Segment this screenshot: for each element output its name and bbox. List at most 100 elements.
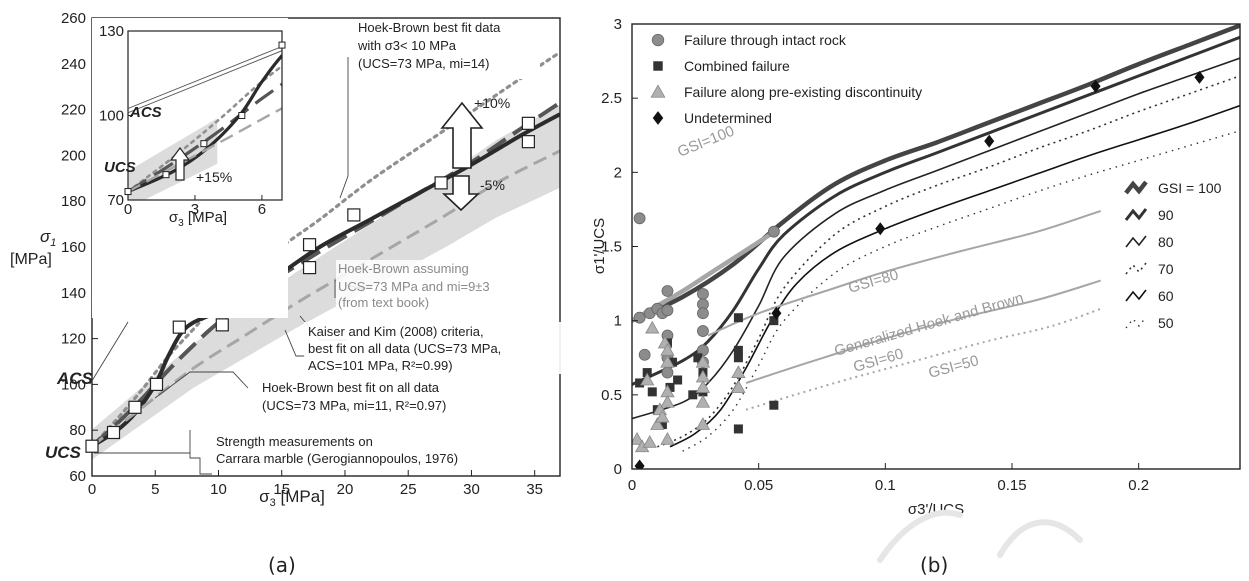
panel-b: 0 0.05 0.1 0.15 0.200.511.522.53 σ1'/UCS σ3'… <box>591 16 1241 518</box>
chart-a-xtick-label: 35 <box>526 481 543 498</box>
chart-b-curve-1 <box>632 35 1240 386</box>
chart-a-xlabel: σ3 [MPa] <box>259 487 325 509</box>
chart-b-ytick-label: 2.5 <box>601 90 622 107</box>
inset-line-3 <box>128 53 282 194</box>
chart-a-inset-ticks: 0 3 6 70 100 130 <box>99 23 266 218</box>
chart-a-xtick-label: 25 <box>400 481 417 498</box>
chart-b-line-legend-label: 70 <box>1158 261 1174 277</box>
chart-b-point-diamond <box>652 111 664 125</box>
chart-b-point-triangle <box>650 417 665 430</box>
chart-b-point-triangle <box>695 417 711 430</box>
chart-b-point-triangle <box>645 320 660 334</box>
chart-b-point-square <box>653 61 663 71</box>
chart-b-curve-4 <box>669 104 1240 448</box>
inset-point <box>200 140 208 148</box>
chart-b-point-triangle <box>695 394 711 408</box>
chart-b-point-square <box>665 382 675 392</box>
chart-a-point <box>215 318 229 332</box>
chart-b-point-circle <box>638 348 651 361</box>
chart-a-line-4 <box>92 149 560 448</box>
chart-a-ytick-label: 220 <box>61 102 86 119</box>
chart-a-ylabel-unit: [MPa] <box>10 251 52 268</box>
chart-b-ticks: 0 0.05 0.1 0.15 0.2 0 0.5 1 1.5 2 2.5 3 <box>601 16 1149 494</box>
chart-a-xtick-label: 30 <box>463 481 480 498</box>
inset-acs-line <box>128 46 282 109</box>
chart-a-annotations: Hoek-Brown best fit data with σ3< 10 MPa… <box>212 19 562 470</box>
chart-b-point-diamond <box>1194 70 1205 84</box>
chart-b-curve-5 <box>682 130 1240 452</box>
chart-b-point-circle <box>697 288 709 300</box>
chart-b-point-circle <box>697 325 709 337</box>
annot-hb-text-1: Hoek-Brown assuming <box>338 261 469 276</box>
chart-b-ytick-label: 1 <box>614 313 622 330</box>
annot-meas-2: Carrara marble (Gerogiannopoulos, 1976) <box>216 451 458 466</box>
chart-b-line-legend-label: 50 <box>1158 315 1174 331</box>
chart-b-point-triangle <box>640 372 655 386</box>
inset-ytick-label: 130 <box>99 23 124 40</box>
inset-annotation: +15% <box>196 169 232 185</box>
chart-a-ucs-mark: UCS <box>45 443 82 462</box>
chart-a-ytick-label: 160 <box>61 239 86 256</box>
chart-b-xtick-label: 0 <box>628 477 636 494</box>
chart-b-legend-label: Undetermined <box>684 110 772 126</box>
chart-b-line-legend-swatch <box>1125 235 1147 248</box>
inset-point <box>278 41 286 49</box>
chart-a-point <box>85 439 99 453</box>
chart-b-line-legend-swatch <box>1125 289 1147 302</box>
plus10-arrow <box>440 101 484 169</box>
chart-b-xtick-label: 0.2 <box>1128 477 1149 494</box>
chart-b-line-legend-label: 90 <box>1158 207 1174 223</box>
chart-a-ytick-label: 200 <box>61 147 86 164</box>
chart-b-point-triangle <box>731 380 746 393</box>
curve-label-gsi50: GSI=50 <box>927 352 981 382</box>
chart-a-ytick-label: 100 <box>61 376 86 393</box>
chart-b-point-square <box>673 375 683 385</box>
inset-ytick-label: 100 <box>99 108 124 125</box>
chart-b-point-diamond <box>1090 79 1101 93</box>
inset-point <box>124 188 132 196</box>
caption-a: (a) <box>268 553 296 577</box>
chart-a-ticks: 0 5 10 15 20 25 30 3560801001201401601802002202… <box>61 10 543 498</box>
chart-b-point-diamond <box>875 222 886 236</box>
chart-a-point <box>172 320 186 334</box>
minus5-arrow <box>441 175 481 212</box>
chart-b-point-square <box>668 357 678 367</box>
watermark-stroke <box>877 509 1083 563</box>
chart-b-xtick-label: 0.15 <box>997 477 1026 494</box>
annot-plus10: +10% <box>474 95 510 111</box>
chart-b-line-legend-label: GSI = 100 <box>1158 180 1222 196</box>
chart-b-point-square <box>688 390 698 400</box>
inset-up-arrow <box>169 147 191 181</box>
chart-a-point <box>149 377 164 391</box>
chart-a-point <box>347 208 361 222</box>
inset-ytick-label: 70 <box>107 192 124 209</box>
chart-b-point-triangle <box>660 394 675 408</box>
chart-a-ytick-label: 60 <box>69 468 86 485</box>
inset-acs-mark: ACS <box>129 104 162 121</box>
chart-b-point-square <box>733 424 743 434</box>
chart-b-point-circle <box>633 311 646 324</box>
chart-a-acs-mark: ACS <box>56 369 94 388</box>
chart-b-legend: Failure through intact rock Combined fail… <box>650 32 922 126</box>
chart-b-point-square <box>693 353 703 363</box>
chart-b-curve-2 <box>632 57 1240 420</box>
chart-b-point-square <box>733 353 743 363</box>
chart-b-point-square <box>635 378 645 388</box>
chart-b-legend-label: Combined failure <box>684 58 790 74</box>
chart-b-point-triangle <box>695 380 711 393</box>
inset-xtick-label: 0 <box>124 201 132 218</box>
chart-b-line-legend-label: 60 <box>1158 288 1174 304</box>
chart-a-ytick-label: 260 <box>61 10 86 27</box>
inset-point <box>238 112 246 119</box>
chart-a-ylabel-sigma: σ1 <box>40 227 56 249</box>
chart-b-point-circle <box>661 285 674 297</box>
chart-b-ytick-label: 1.5 <box>601 239 622 256</box>
annot-kk-3: ACS=101 MPa, R²=0.99) <box>308 358 453 373</box>
curve-label-gsi80: GSI=80 <box>846 266 900 296</box>
chart-a-point <box>128 400 142 414</box>
chart-a-point <box>302 238 317 252</box>
inset-point <box>162 171 170 179</box>
chart-b-point-triangle <box>650 84 666 98</box>
chart-a-point <box>521 116 535 130</box>
